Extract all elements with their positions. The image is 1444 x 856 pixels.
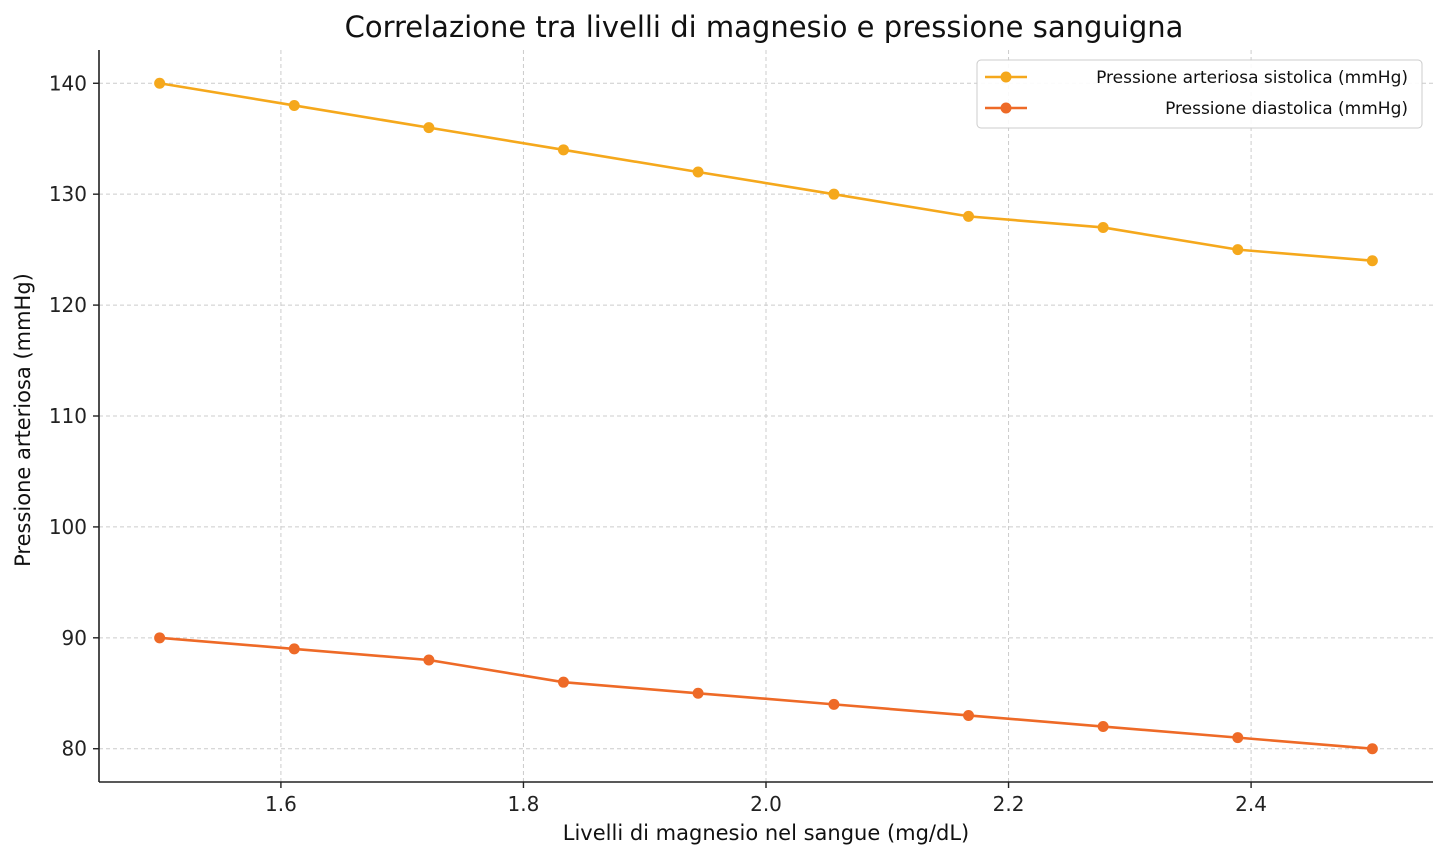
data-point	[963, 709, 975, 721]
x-tick-label: 1.8	[508, 792, 540, 816]
chart-title: Correlazione tra livelli di magnesio e p…	[345, 10, 1184, 44]
y-tick-label: 80	[62, 737, 87, 761]
y-tick-label: 100	[49, 515, 87, 539]
data-point	[1232, 732, 1244, 744]
y-axis-label: Pressione arteriosa (mmHg)	[11, 273, 35, 567]
legend-marker	[1000, 71, 1012, 83]
series-0	[154, 77, 1378, 267]
x-axis-label: Livelli di magnesio nel sangue (mg/dL)	[563, 821, 969, 845]
data-point	[963, 210, 975, 222]
data-point	[154, 77, 166, 89]
series-line	[159, 636, 1373, 751]
x-tick-label: 2.4	[1235, 792, 1267, 816]
legend-item: Pressione arteriosa sistolica (mmHg)	[985, 68, 1408, 88]
data-point	[692, 687, 704, 699]
data-point	[154, 632, 166, 644]
x-tick-label: 2.0	[750, 792, 782, 816]
legend-box	[976, 59, 1423, 129]
series-lines	[154, 77, 1378, 755]
data-point	[288, 643, 300, 655]
legend-marker	[1000, 102, 1012, 114]
y-tick-label: 130	[49, 182, 87, 206]
y-tick-label: 110	[49, 404, 87, 428]
y-tick-label: 140	[49, 71, 87, 95]
data-point	[557, 144, 569, 156]
data-point	[1232, 244, 1244, 256]
tick-labels: 1.6 1.8 2.0 2.2 2.4 80 90 100 110 120 130 140	[49, 71, 1267, 816]
data-point	[557, 676, 569, 688]
grid	[99, 50, 1433, 782]
legend: Pressione arteriosa sistolica (mmHg) Pres…	[976, 59, 1423, 129]
x-tick-label: 1.6	[265, 792, 297, 816]
legend-item: Pressione diastolica (mmHg)	[985, 99, 1408, 119]
series-1	[154, 632, 1378, 755]
data-point	[1097, 221, 1109, 233]
data-point	[1366, 255, 1378, 267]
data-point	[828, 698, 840, 710]
legend-label: Pressione arteriosa sistolica (mmHg)	[1096, 68, 1408, 88]
y-tick-label: 90	[62, 626, 87, 650]
data-point	[423, 654, 435, 666]
data-point	[692, 166, 704, 178]
data-point	[1366, 743, 1378, 755]
data-point	[1097, 721, 1109, 733]
y-tick-label: 120	[49, 293, 87, 317]
legend-label: Pressione diastolica (mmHg)	[1165, 99, 1408, 119]
data-point	[423, 122, 435, 134]
series-line	[159, 81, 1373, 263]
data-point	[828, 188, 840, 200]
x-tick-label: 2.2	[993, 792, 1025, 816]
data-point	[288, 99, 300, 111]
